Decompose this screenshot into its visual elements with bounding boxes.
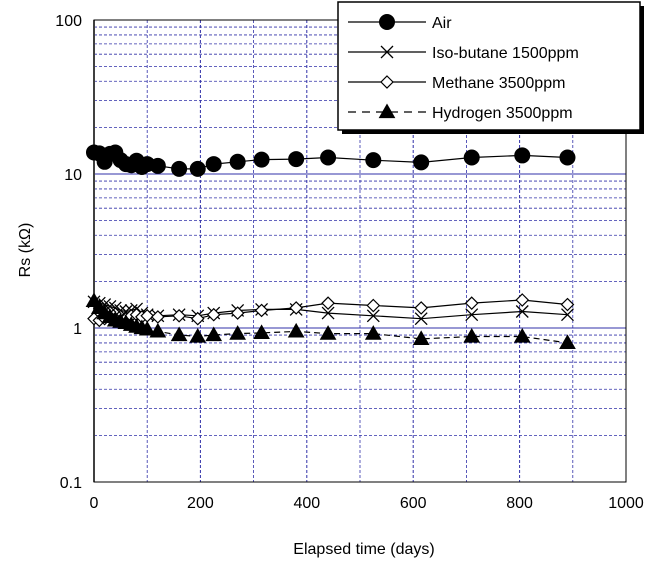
data-point — [414, 312, 428, 326]
data-point — [559, 149, 576, 166]
legend-label: Air — [432, 15, 452, 32]
data-point — [288, 151, 305, 168]
x-tick-label: 600 — [400, 495, 427, 512]
data-point — [149, 157, 166, 174]
series-line — [93, 300, 568, 344]
series-layer — [85, 144, 576, 350]
data-point — [254, 303, 269, 318]
x-tick-label: 800 — [506, 495, 533, 512]
data-point — [561, 308, 574, 322]
data-point — [138, 320, 156, 336]
tick-labels: 0 200 400 600 800 1000 0.1 1 10 100 — [55, 13, 644, 512]
data-point — [515, 305, 529, 318]
legend-label: Methane 3500ppm — [432, 75, 565, 92]
data-point — [170, 326, 188, 342]
data-point — [320, 149, 337, 166]
y-tick-label: 0.1 — [60, 475, 82, 492]
y-tick-label: 10 — [64, 167, 82, 184]
data-point — [321, 296, 335, 310]
data-point — [172, 308, 186, 323]
legend-label: Iso-butane 1500ppm — [432, 45, 579, 62]
series-3 — [85, 292, 576, 350]
data-point — [560, 297, 575, 312]
data-point — [189, 160, 206, 177]
data-point — [513, 328, 531, 343]
data-point — [414, 301, 429, 315]
legend-marker — [380, 75, 394, 89]
data-point — [205, 156, 222, 173]
legend-label: Hydrogen 3500ppm — [432, 105, 573, 122]
data-point — [366, 298, 381, 313]
data-point — [205, 326, 223, 342]
data-point — [559, 334, 576, 350]
legend-marker — [380, 45, 394, 59]
legend: Air Iso-butane 1500ppm Methane 3500ppm Hydr… — [337, 1, 644, 134]
x-tick-label: 0 — [90, 495, 99, 512]
y-tick-label: 100 — [55, 13, 82, 30]
data-point — [463, 149, 480, 166]
data-point — [319, 325, 337, 340]
data-point — [464, 296, 479, 310]
y-tick-label: 1 — [73, 321, 82, 338]
data-point — [149, 322, 167, 338]
data-point — [189, 328, 207, 343]
data-point — [514, 147, 531, 164]
data-point — [289, 301, 304, 315]
data-point — [253, 324, 270, 339]
data-point — [364, 325, 382, 340]
x-tick-label: 200 — [187, 495, 214, 512]
x-tick-label: 400 — [293, 495, 320, 512]
x-axis-title: Elapsed time (days) — [293, 541, 434, 558]
series-0 — [86, 144, 576, 177]
data-point — [171, 160, 188, 177]
data-point — [321, 306, 335, 320]
data-point — [465, 308, 479, 322]
data-point — [287, 322, 305, 338]
y-axis-title: Rs (kΩ) — [17, 223, 34, 278]
data-point — [253, 151, 270, 168]
legend-marker — [378, 103, 396, 119]
data-point — [229, 325, 247, 340]
data-point — [150, 310, 165, 324]
legend-marker — [379, 14, 395, 30]
x-tick-label: 1000 — [608, 495, 644, 512]
data-point — [365, 152, 382, 169]
data-point — [206, 307, 221, 322]
data-point — [463, 328, 481, 343]
data-point — [515, 293, 530, 307]
data-point — [230, 306, 245, 320]
data-point — [366, 309, 380, 323]
data-point — [190, 311, 205, 326]
data-point — [413, 154, 430, 171]
data-point — [229, 153, 246, 170]
data-point — [412, 330, 430, 345]
